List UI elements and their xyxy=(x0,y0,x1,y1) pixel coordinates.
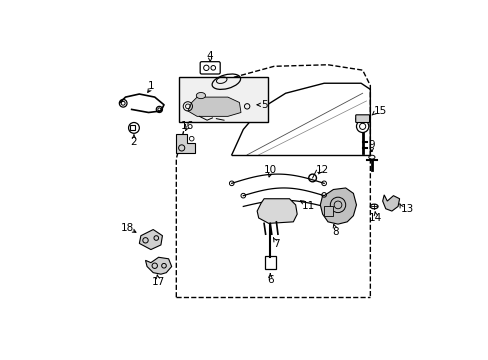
Polygon shape xyxy=(176,134,194,153)
Text: 15: 15 xyxy=(373,106,386,116)
Text: 16: 16 xyxy=(180,121,193,131)
Polygon shape xyxy=(382,195,399,211)
Bar xyxy=(179,77,267,122)
Ellipse shape xyxy=(196,93,205,99)
Text: 1: 1 xyxy=(147,81,154,91)
Text: 14: 14 xyxy=(368,213,382,223)
Bar xyxy=(264,256,275,269)
Text: 7: 7 xyxy=(272,239,279,249)
Text: 9: 9 xyxy=(368,140,374,150)
Text: 11: 11 xyxy=(302,202,315,211)
Polygon shape xyxy=(324,206,333,216)
Text: 2: 2 xyxy=(130,137,137,147)
Polygon shape xyxy=(257,199,297,223)
Text: 5: 5 xyxy=(261,100,267,110)
Text: 12: 12 xyxy=(315,165,328,175)
Text: 3: 3 xyxy=(248,77,255,87)
Polygon shape xyxy=(320,188,356,224)
Text: 6: 6 xyxy=(266,275,273,285)
Text: 18: 18 xyxy=(121,223,134,233)
Polygon shape xyxy=(187,97,241,116)
Bar xyxy=(130,125,135,130)
Polygon shape xyxy=(139,230,162,249)
Text: 10: 10 xyxy=(263,165,276,175)
Text: 17: 17 xyxy=(152,277,165,287)
Polygon shape xyxy=(145,257,171,274)
Text: 8: 8 xyxy=(332,227,338,237)
FancyBboxPatch shape xyxy=(355,115,369,122)
Text: 13: 13 xyxy=(400,204,413,214)
Text: 4: 4 xyxy=(206,50,213,60)
